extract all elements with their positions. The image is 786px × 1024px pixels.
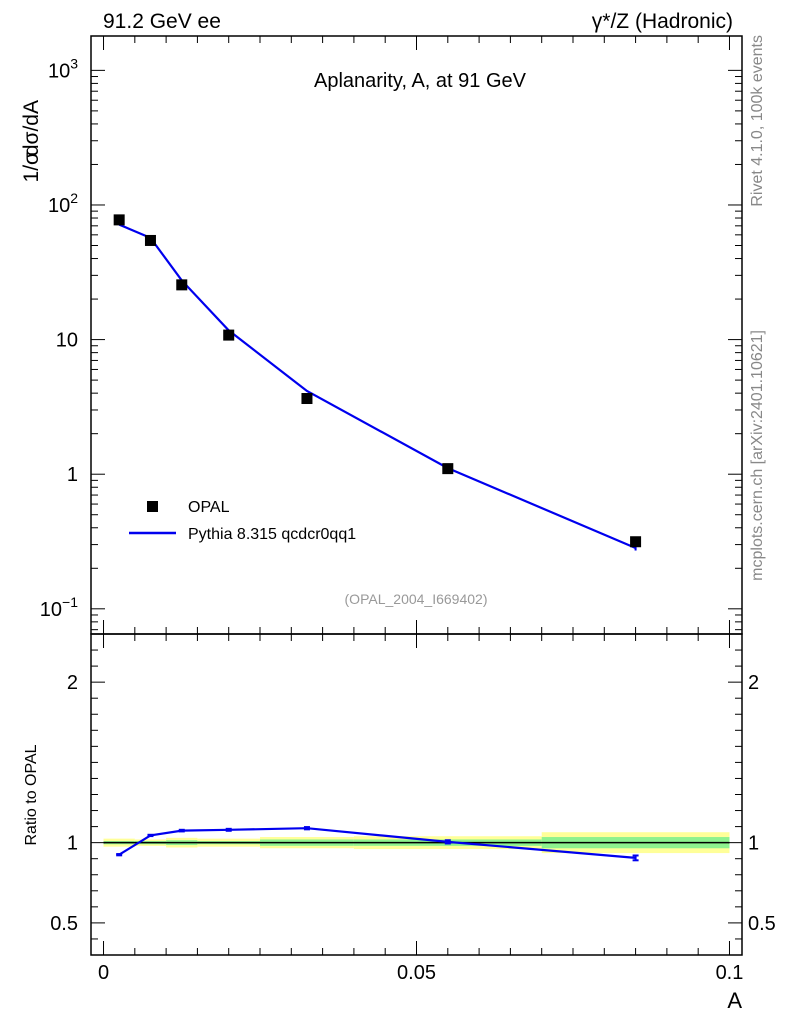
opal-data-point <box>113 214 125 226</box>
opal-data-point <box>630 536 642 548</box>
y-tick-label: 1 <box>67 464 78 486</box>
x-tick-label: 0.1 <box>716 962 744 984</box>
ratio-y-tick-label-right: 1 <box>748 833 759 855</box>
ratio-y-tick-label-left: 2 <box>67 672 78 694</box>
legend-mc-label: Pythia 8.315 qcdcr0qq1 <box>188 526 356 543</box>
y-tick-label: 102 <box>48 190 78 217</box>
ratio-frame <box>90 633 743 956</box>
y-tick-label: 10−1 <box>40 594 78 621</box>
opal-data-point <box>301 393 313 405</box>
ratio-xlabel: A <box>727 988 742 1013</box>
x-tick-label: 0 <box>98 962 109 984</box>
main-ylabel-prefix: 1/σ <box>20 152 43 183</box>
x-tick-label: 0.05 <box>397 962 436 984</box>
header-left: 91.2 GeV ee <box>103 10 221 33</box>
header-right: γ*/Z (Hadronic) <box>592 10 733 33</box>
source-label: (OPAL_2004_I669402) <box>345 591 488 607</box>
main-ylabel: dσ/dA <box>20 100 43 156</box>
ratio-y-tick-label-left: 0.5 <box>50 913 78 935</box>
opal-data-point <box>442 463 454 475</box>
ratio-ylabel: Ratio to OPAL <box>23 744 40 845</box>
opal-data-point <box>176 279 188 291</box>
ratio-y-tick-label-left: 1 <box>67 833 78 855</box>
y-tick-label: 10 <box>56 330 78 352</box>
y-tick-label: 103 <box>48 55 78 82</box>
legend-opal-marker <box>147 501 158 512</box>
ratio-y-tick-label-right: 0.5 <box>748 913 776 935</box>
ratio-y-tick-label-right: 2 <box>748 672 759 694</box>
main-frame <box>90 35 743 635</box>
opal-data-point <box>144 234 156 246</box>
main-title: Aplanarity, A, at 91 GeV <box>314 70 527 92</box>
mcplots-label: mcplots.cern.ch [arXiv:2401.10621] <box>749 330 766 581</box>
opal-data-point <box>223 329 235 341</box>
rivet-version-label: Rivet 4.1.0, 100k events <box>749 35 766 207</box>
legend: OPAL Pythia 8.315 qcdcr0qq1 <box>129 499 356 543</box>
ratio-panel: 0.5 0.5 1 1 2 2 0 0.05 0.1 Ratio to OPAL A <box>23 633 776 1013</box>
legend-opal-label: OPAL <box>188 499 230 516</box>
